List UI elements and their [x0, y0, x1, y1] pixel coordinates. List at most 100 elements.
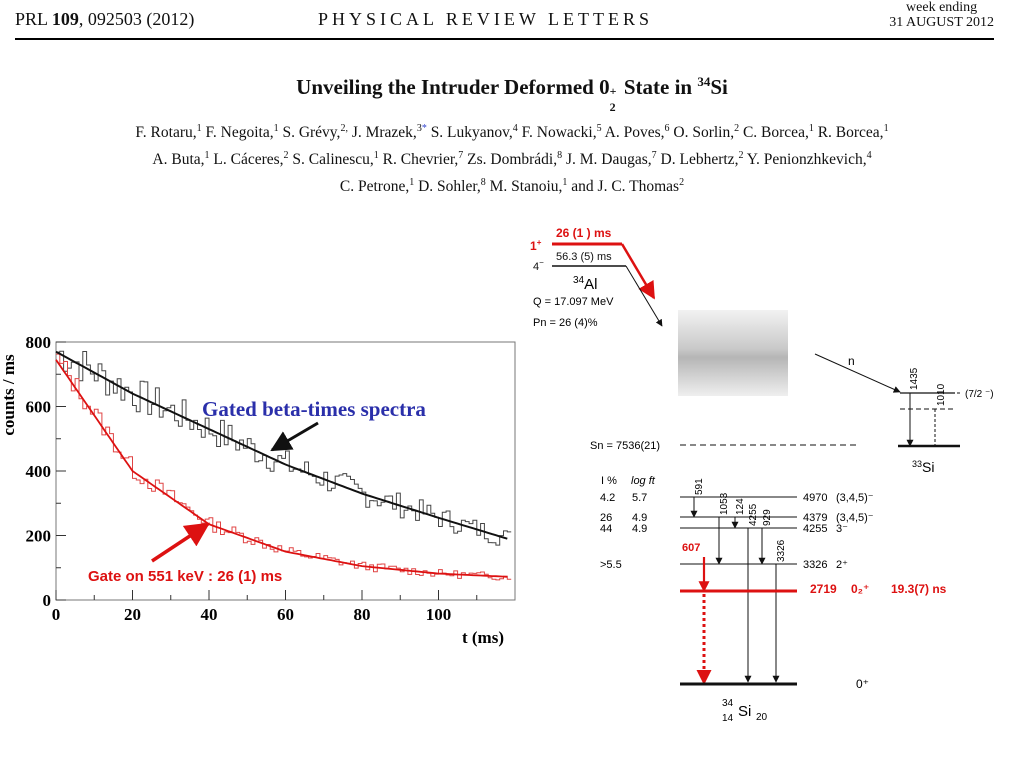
daughter-element: Si [738, 703, 751, 720]
author-name: Y. Penionzhkevich, [743, 151, 867, 169]
gamma-energy-label: 124 [735, 498, 746, 515]
parent-nucleus-label: 34Al [573, 275, 597, 293]
author-name: R. Chevrier, [378, 151, 459, 169]
parent-1plus-label: 1+ [530, 238, 542, 253]
x-tick-label: 100 [426, 605, 452, 624]
row-logft: 5.7 [632, 492, 647, 504]
author-affiliation: 2 [283, 150, 289, 162]
level-energy: 4255 [803, 523, 827, 535]
x-tick-label: 40 [201, 605, 218, 624]
author-asterisk: * [421, 123, 427, 134]
author-name: A. Buta, [152, 151, 205, 169]
author-name: O. Sorlin, [669, 124, 735, 142]
author-name: F. Negoita, [201, 124, 274, 142]
author-affiliation: 2 [738, 150, 744, 162]
col-logft: log ft [631, 475, 656, 487]
author-name: D. Lebhertz, [656, 151, 739, 169]
parent-1plus-decay-arrow [620, 243, 656, 300]
author-name: S. Grévy, [278, 124, 341, 142]
issue-date-value: 31 AUGUST 2012 [889, 15, 994, 30]
author-affiliation: 1 [196, 123, 202, 134]
journal-name: PRL [15, 9, 48, 29]
level-spin: (3,4,5)⁻ [836, 512, 874, 524]
issue-date: week ending 31 AUGUST 2012 [889, 0, 994, 30]
gamma-energy-label: 929 [762, 509, 773, 526]
paper-title: Unveiling the Intruder Deformed 0 +2 Stat… [296, 74, 728, 114]
author-affiliation: 4 [866, 150, 872, 162]
author-affiliation: 2 [734, 123, 740, 134]
author-name: C. Borcea, [739, 124, 809, 142]
author-affiliation: 2 [679, 177, 685, 189]
author-affiliation: 1 [273, 123, 279, 134]
level-energy: 3326 [803, 559, 827, 571]
si33-gamma-1435-label: 1435 [909, 367, 920, 390]
author-name: F. Nowacki, [517, 124, 597, 142]
red-level-halflife: 19.3(7) ns [891, 582, 947, 596]
x-tick-label: 80 [354, 605, 371, 624]
author-line-1: F. Rotaru,1 F. Negoita,1 S. Grévy,2, J. … [0, 117, 1024, 144]
author-affiliation: 7 [458, 150, 464, 162]
daughter-n: 20 [756, 712, 768, 723]
gamma-transitions: 591 1053 124 4255 929 3326 [690, 478, 787, 683]
x-tick-label: 0 [52, 605, 61, 624]
red-gamma-label: 607 [682, 542, 700, 554]
author-affiliation: 1 [373, 150, 379, 162]
daughter-z: 14 [722, 713, 734, 724]
author-affiliation: 4 [512, 123, 518, 134]
header-rule [15, 38, 994, 40]
plot-frame [55, 341, 516, 601]
author-name: R. Borcea, [813, 124, 884, 142]
y-tick-label: 200 [26, 527, 52, 546]
gamma-energy-label: 3326 [776, 539, 787, 562]
author-affiliation: 6 [664, 123, 670, 134]
black-annotation-arrow [270, 421, 319, 452]
author-name: M. Stanoiu, [485, 178, 563, 196]
red-series-annotation: Gate on 551 keV : 26 (1) ms [88, 568, 282, 585]
author-affiliation: 1 [409, 177, 415, 189]
level-spin: 3⁻ [836, 523, 848, 535]
black-fit-curve [55, 350, 508, 540]
row-intensity: 26 [600, 512, 612, 524]
row-intensity: >5.5 [600, 559, 622, 571]
author-affiliation: 1 [883, 123, 889, 134]
parent-4minus-decay-arrow [625, 265, 663, 327]
author-affiliation: 1 [204, 150, 210, 162]
level-spin: (3,4,5)⁻ [836, 492, 874, 504]
author-line-2: A. Buta,1 L. Cáceres,2 S. Calinescu,1 R.… [0, 144, 1024, 171]
author-affiliation: 8 [557, 150, 563, 162]
row-intensity: 4.2 [600, 492, 615, 504]
level-rows: 4.2 5.7 4970 (3,4,5)⁻ 26 4.9 4379 (3,4,5)⁻ 44 4.9… [600, 492, 874, 571]
author-name: A. Poves, [601, 124, 665, 142]
journal-pages: 092503 (2012) [87, 9, 195, 29]
author-name: C. Petrone, [339, 178, 410, 196]
daughter-mass: 34 [722, 698, 734, 709]
level-scheme: 1+ 26 (1 ) ms 4− 56.3 (5) ms 34Al Q = 17… [530, 226, 994, 724]
row-logft: 4.9 [632, 512, 647, 524]
si33-gamma-1010-label: 1010 [936, 383, 947, 406]
x-tick-label: 60 [277, 605, 294, 624]
author-affiliation: 8 [480, 177, 486, 189]
blurred-region [678, 310, 788, 396]
gamma-energy-label: 1053 [719, 492, 730, 515]
q-value: Q = 17.097 MeV [533, 296, 614, 308]
author-name: F. Rotaru, [135, 124, 197, 142]
decay-chart: 0 200 400 600 800 0 20 40 60 80 100 counts / ms t… [0, 333, 516, 647]
author-name: J. Mrazek, [347, 124, 417, 142]
row-logft: 4.9 [632, 523, 647, 535]
red-annotation-arrow [151, 522, 211, 563]
y-axis-ticks: 0 200 400 600 800 [26, 333, 66, 610]
neutron-label: n [848, 354, 855, 368]
level-energy: 4379 [803, 512, 827, 524]
x-axis-ticks: 0 20 40 60 80 100 [52, 590, 478, 624]
neutron-arrow [814, 353, 901, 393]
author-affiliation: 1 [562, 177, 568, 189]
red-histogram-trace [56, 353, 512, 581]
gamma-energy-label: 591 [694, 478, 705, 495]
level-spin: 2⁺ [836, 559, 848, 571]
author-name: S. Lukyanov, [426, 124, 513, 142]
author-name: and J. C. Thomas [567, 178, 680, 196]
journal-citation: PRL 109, 092503 (2012) [15, 9, 195, 29]
y-tick-label: 400 [26, 462, 52, 481]
x-axis-label: t (ms) [462, 628, 504, 647]
